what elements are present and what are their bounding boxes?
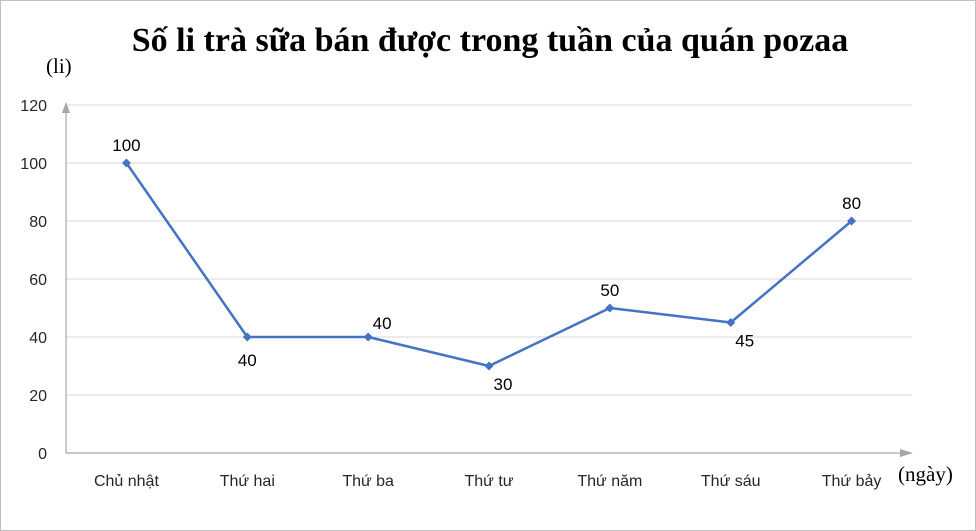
data-label: 80	[842, 194, 861, 213]
data-point	[484, 361, 494, 371]
x-tick-label: Thứ bảy	[822, 473, 882, 490]
y-tick-label: 40	[29, 330, 47, 347]
data-point	[605, 303, 615, 313]
y-tick-label: 20	[29, 388, 47, 405]
x-tick-label: Thứ tư	[465, 473, 514, 490]
x-tick-label: Thứ hai	[220, 473, 275, 490]
y-axis-arrow	[62, 102, 70, 113]
y-tick-label: 120	[20, 98, 47, 115]
data-label: 40	[373, 314, 392, 333]
data-point	[726, 318, 736, 327]
y-tick-label: 100	[20, 156, 47, 173]
data-point	[363, 332, 373, 342]
data-label: 100	[112, 136, 140, 155]
y-tick-label: 0	[38, 446, 47, 463]
x-axis-unit-label: (ngày)	[898, 462, 953, 486]
data-point	[847, 216, 857, 226]
chart-title: Số li trà sữa bán được trong tuần của qu…	[131, 22, 849, 59]
y-axis-unit-label: (li)	[46, 54, 72, 78]
data-label: 40	[238, 351, 257, 370]
x-tick-label: Thứ sáu	[701, 473, 761, 490]
x-tick-label: Thứ ba	[342, 473, 394, 490]
data-label: 45	[735, 332, 754, 351]
data-point	[242, 332, 252, 342]
data-point	[121, 158, 131, 168]
y-tick-label: 60	[29, 272, 47, 289]
y-tick-label: 80	[29, 214, 47, 231]
x-tick-label: Thứ năm	[577, 473, 642, 490]
data-label: 50	[600, 281, 619, 300]
data-label: 30	[494, 375, 513, 394]
x-axis-arrow	[900, 449, 913, 457]
x-tick-label: Chủ nhật	[94, 473, 159, 490]
